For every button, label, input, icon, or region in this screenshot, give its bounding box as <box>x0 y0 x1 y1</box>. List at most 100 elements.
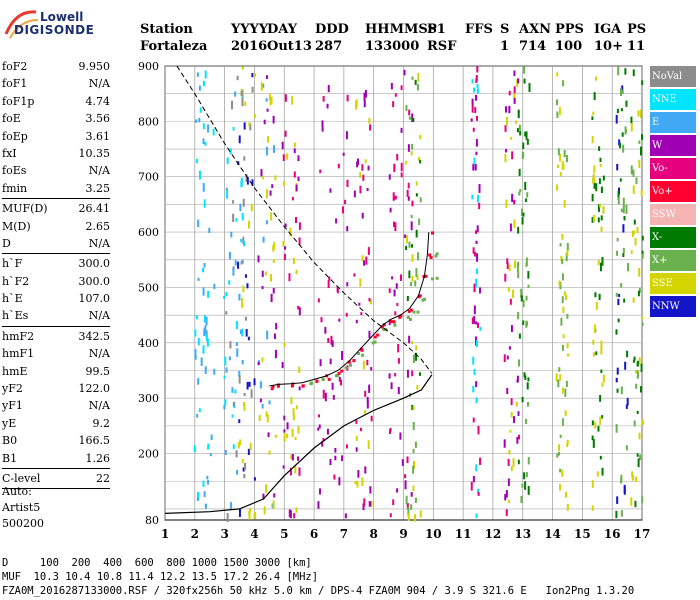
echo-point <box>625 204 628 214</box>
echo-point <box>472 356 475 365</box>
echo-point <box>561 296 564 304</box>
echo-point <box>363 100 366 108</box>
echo-point <box>516 375 519 382</box>
x-tick-label: 15 <box>574 527 591 541</box>
o-trace-point <box>373 335 377 339</box>
echo-point <box>293 513 296 519</box>
echo-point <box>475 339 478 348</box>
param-row: h`E 107.0 <box>2 290 110 307</box>
param-value: 3.25 <box>85 181 111 195</box>
echo-point <box>597 217 600 223</box>
x-tick-label: 7 <box>340 527 348 541</box>
param-row: yF1 N/A <box>2 397 110 414</box>
echo-point <box>517 271 520 279</box>
logo-swirl-icon <box>4 10 39 39</box>
echo-point <box>281 141 284 150</box>
echo-point <box>266 330 269 340</box>
echo-point <box>472 247 475 254</box>
echo-point <box>520 495 523 504</box>
echo-point <box>640 189 643 197</box>
echo-point <box>566 503 569 511</box>
echo-point <box>476 88 479 94</box>
echo-point <box>637 458 640 468</box>
echo-point <box>297 155 300 162</box>
echo-point <box>561 469 564 477</box>
echo-point <box>321 120 324 127</box>
echo-point <box>400 274 403 281</box>
echo-point <box>623 215 626 221</box>
x-tick-label: 9 <box>399 527 407 541</box>
echo-point <box>207 480 210 485</box>
y-tick-label: 600 <box>138 226 159 239</box>
param-label: hmF1 <box>2 347 35 361</box>
param-value: 166.5 <box>78 434 111 448</box>
echo-point <box>477 425 480 435</box>
echo-point <box>557 164 560 169</box>
param-value: 9.2 <box>92 416 111 430</box>
echo-point <box>518 333 521 339</box>
echo-point <box>242 236 245 245</box>
echo-point <box>400 172 403 178</box>
echo-point <box>632 297 635 303</box>
echo-point <box>261 403 264 409</box>
echo-point <box>525 472 528 478</box>
echo-point <box>521 151 524 160</box>
echo-point <box>470 481 473 491</box>
echo-point <box>555 373 558 382</box>
header-field-3: DDD <box>315 22 349 37</box>
echo-point <box>370 500 373 507</box>
echo-point <box>513 260 516 269</box>
echo-point <box>602 175 605 181</box>
x-trace-point <box>382 327 386 331</box>
echo-point <box>243 473 246 479</box>
echo-point <box>598 293 601 301</box>
echo-point <box>338 318 341 322</box>
echo-point <box>560 317 563 326</box>
header-value-7: 1 <box>500 39 510 54</box>
echo-point <box>231 100 234 110</box>
echo-point <box>405 495 408 505</box>
echo-point <box>631 230 634 238</box>
echo-point <box>366 359 369 366</box>
x-tick-label: 16 <box>604 527 621 541</box>
echo-point <box>471 194 474 200</box>
echo-point <box>525 262 528 267</box>
echo-point <box>364 466 367 474</box>
echo-point <box>525 198 528 202</box>
echo-point <box>405 235 408 244</box>
echo-point <box>517 411 520 416</box>
echo-point <box>472 163 475 171</box>
echo-point <box>640 363 643 372</box>
echo-point <box>261 357 264 363</box>
echo-point <box>238 370 241 377</box>
echo-point <box>202 267 205 273</box>
echo-point <box>241 97 244 107</box>
echo-point <box>396 154 399 161</box>
echo-point <box>509 429 512 433</box>
o-trace-point <box>340 369 344 373</box>
echo-point <box>622 205 625 214</box>
echo-point <box>520 295 523 302</box>
echo-point <box>258 414 261 422</box>
echo-point <box>403 69 406 76</box>
header-value-9: 100 <box>555 39 583 54</box>
echo-point <box>470 118 473 122</box>
echo-point <box>319 359 322 367</box>
echo-point <box>410 151 413 156</box>
echo-point <box>283 415 286 421</box>
echo-point <box>330 335 333 345</box>
echo-point <box>565 253 568 262</box>
echo-point <box>475 278 478 288</box>
echo-point <box>525 131 528 140</box>
param-row: hmE 99.5 <box>2 363 110 380</box>
echo-point <box>240 90 243 97</box>
echo-point <box>237 442 240 449</box>
param-label: h`Es <box>2 309 29 323</box>
echo-point <box>260 82 263 91</box>
param-label: foE <box>2 112 21 126</box>
echo-point <box>526 401 529 407</box>
param-row: B0 166.5 <box>2 432 110 449</box>
echo-point <box>527 284 530 289</box>
echo-point <box>262 493 265 500</box>
echo-point <box>194 348 197 358</box>
